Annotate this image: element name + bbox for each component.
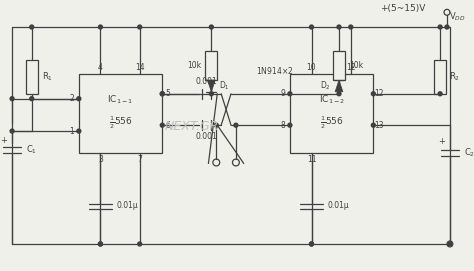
Bar <box>205 51 217 80</box>
Text: $\frac{1}{2}$556: $\frac{1}{2}$556 <box>320 115 344 131</box>
Circle shape <box>214 123 218 127</box>
Bar <box>434 60 446 94</box>
Text: +: + <box>0 136 7 146</box>
Text: C$_1$: C$_1$ <box>26 143 37 156</box>
Text: 12: 12 <box>346 63 356 72</box>
Text: R$_1$: R$_1$ <box>42 71 53 83</box>
Circle shape <box>99 242 102 246</box>
Circle shape <box>160 123 164 127</box>
Text: 12: 12 <box>374 89 384 98</box>
Polygon shape <box>208 80 215 92</box>
Text: 0.001: 0.001 <box>196 78 218 86</box>
Text: R$_2$: R$_2$ <box>449 71 460 83</box>
Circle shape <box>99 242 102 246</box>
Text: C$_2$: C$_2$ <box>464 146 474 159</box>
Circle shape <box>99 25 102 29</box>
Circle shape <box>288 92 292 96</box>
Bar <box>26 60 37 94</box>
Circle shape <box>77 97 81 101</box>
Circle shape <box>160 92 164 96</box>
Circle shape <box>438 92 442 96</box>
Text: 13: 13 <box>374 121 384 130</box>
Circle shape <box>337 25 341 29</box>
Text: IC$_{1-1}$: IC$_{1-1}$ <box>108 94 134 106</box>
Text: $\frac{1}{2}$556: $\frac{1}{2}$556 <box>109 115 132 131</box>
Text: 7: 7 <box>137 155 142 164</box>
Text: V$_{DD}$: V$_{DD}$ <box>449 11 465 24</box>
Text: 6: 6 <box>166 121 171 130</box>
Text: 0.01μ: 0.01μ <box>327 201 349 210</box>
Text: 10k: 10k <box>187 61 201 70</box>
Circle shape <box>160 92 164 96</box>
Text: 9: 9 <box>281 89 285 98</box>
Text: 5: 5 <box>166 89 171 98</box>
Text: 1N914$\times$2: 1N914$\times$2 <box>256 65 294 76</box>
Circle shape <box>337 92 341 96</box>
Text: 1: 1 <box>70 127 74 136</box>
Text: D$_2$: D$_2$ <box>320 80 331 92</box>
Text: 0.001: 0.001 <box>196 133 218 141</box>
Bar <box>79 74 162 153</box>
Circle shape <box>310 242 313 246</box>
Text: IC$_{1-2}$: IC$_{1-2}$ <box>319 94 345 106</box>
Text: D$_1$: D$_1$ <box>219 80 230 92</box>
Text: +(5~15)V: +(5~15)V <box>380 4 426 13</box>
Circle shape <box>372 92 375 96</box>
Circle shape <box>372 123 375 127</box>
Polygon shape <box>335 80 343 92</box>
Circle shape <box>138 242 142 246</box>
Text: 14: 14 <box>135 63 145 72</box>
Text: 0.01μ: 0.01μ <box>116 201 138 210</box>
Text: 11: 11 <box>307 155 316 164</box>
Bar <box>333 51 345 80</box>
Circle shape <box>10 97 14 101</box>
Text: 3: 3 <box>98 155 103 164</box>
Text: 4: 4 <box>98 63 103 72</box>
Circle shape <box>138 25 142 29</box>
Circle shape <box>445 25 449 29</box>
Bar <box>290 74 374 153</box>
Circle shape <box>310 25 313 29</box>
Circle shape <box>210 92 213 96</box>
Circle shape <box>210 25 213 29</box>
Circle shape <box>310 242 313 246</box>
Circle shape <box>30 97 34 101</box>
Text: +: + <box>438 137 445 146</box>
Circle shape <box>30 25 34 29</box>
Circle shape <box>438 25 442 29</box>
Circle shape <box>288 123 292 127</box>
Text: NEXT.GR: NEXT.GR <box>164 120 219 133</box>
Text: 10k: 10k <box>349 61 363 70</box>
Circle shape <box>77 129 81 133</box>
Text: 10: 10 <box>307 63 316 72</box>
Text: 2: 2 <box>70 94 74 103</box>
Circle shape <box>349 25 353 29</box>
Circle shape <box>234 123 238 127</box>
Text: 8: 8 <box>281 121 285 130</box>
Circle shape <box>448 242 452 246</box>
Circle shape <box>10 129 14 133</box>
